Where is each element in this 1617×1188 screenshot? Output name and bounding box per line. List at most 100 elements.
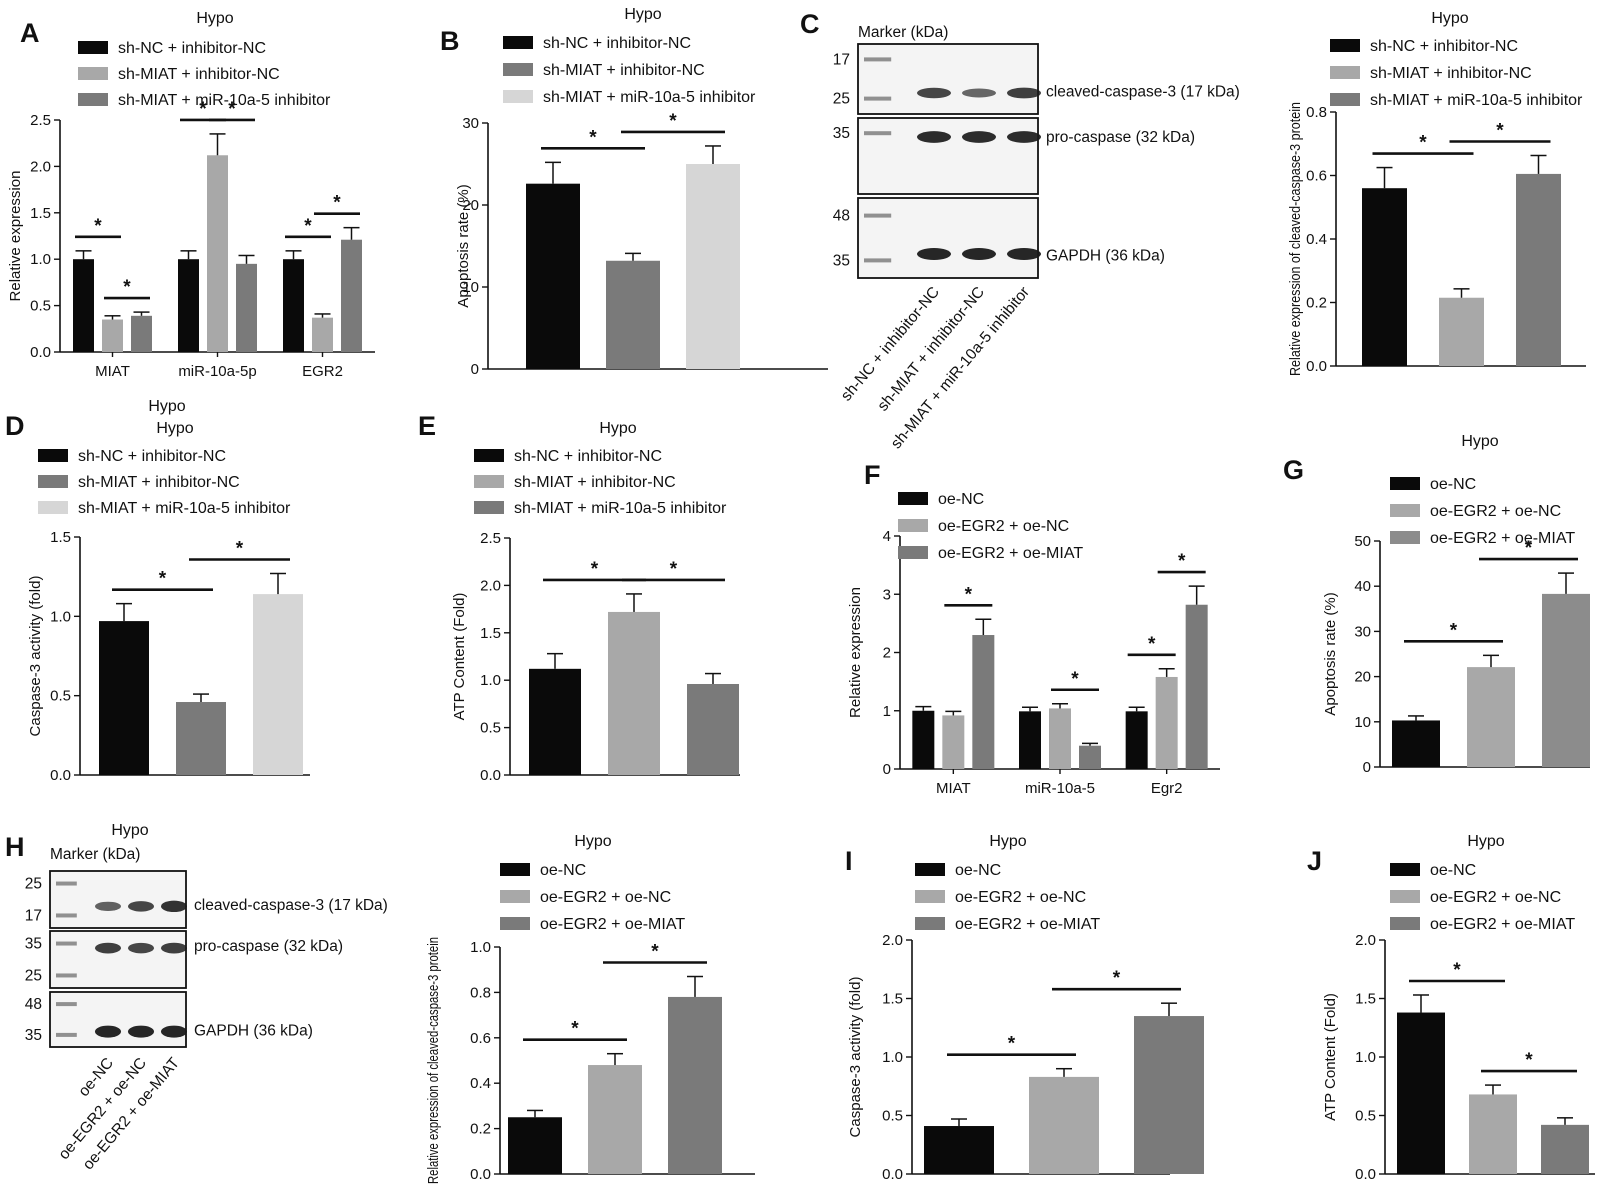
legend-entry: oe-EGR2 + oe-MIAT bbox=[1430, 916, 1575, 933]
marker-kda-label: 35 bbox=[25, 936, 42, 953]
bar bbox=[1155, 676, 1178, 769]
significance-star: * bbox=[651, 942, 659, 963]
chart-b: B Hypo 0 10 20 30 Apoptosis rate (%) sh-NC + in… bbox=[440, 6, 828, 378]
y-axis-label: Relative expression of cleaved-caspase-3… bbox=[425, 937, 442, 1184]
bar bbox=[1029, 1076, 1099, 1174]
significance-star: * bbox=[1450, 620, 1458, 641]
y-tick-label: 0.5 bbox=[50, 688, 71, 705]
chart-a: A Hypo 0.0 0.5 1.0 1.5 2.0 2.5 Relative expressi… bbox=[7, 10, 375, 380]
marker-kda-label: 25 bbox=[25, 876, 42, 893]
y-tick-label: 0.5 bbox=[480, 720, 501, 737]
chart-d: D Hypo 0.0 0.5 1.0 1.5 Caspase-3 activity (fol… bbox=[5, 411, 310, 784]
western-blot-western_H: H Hypo Marker (kDa) 25 17 cleaved-caspase-3 (… bbox=[5, 822, 388, 1173]
y-tick-label: 1.5 bbox=[50, 529, 71, 546]
blot-membrane bbox=[857, 117, 1039, 195]
chart-g: G Hypo 0 10 20 30 40 50 Apoptosis rate (%) oe-NC o… bbox=[1283, 433, 1590, 776]
marker-band bbox=[864, 258, 892, 263]
panel-label: J bbox=[1307, 846, 1322, 876]
bar bbox=[1079, 745, 1101, 769]
marker-band bbox=[56, 1032, 77, 1037]
marker-kda-label: 25 bbox=[833, 91, 850, 108]
y-tick-label: 0.2 bbox=[1306, 295, 1327, 312]
legend-entry: oe-NC bbox=[938, 491, 984, 508]
significance-star: * bbox=[1071, 669, 1079, 690]
bar bbox=[924, 1126, 994, 1174]
band-label: pro-caspase (32 kDa) bbox=[194, 938, 343, 955]
legend-entry: oe-NC bbox=[1430, 476, 1476, 493]
x-tick-label: MIAT bbox=[936, 780, 971, 797]
marker-kda-label: 35 bbox=[833, 252, 850, 269]
protein-band bbox=[1007, 87, 1041, 99]
significance-star: * bbox=[589, 127, 597, 148]
legend-entry: oe-EGR2 + oe-MIAT bbox=[540, 916, 685, 933]
marker-kda-label: 25 bbox=[25, 967, 42, 984]
significance-star: * bbox=[1113, 968, 1121, 989]
bar bbox=[1362, 188, 1407, 366]
y-tick-label: 0.0 bbox=[470, 1166, 491, 1183]
bar bbox=[686, 164, 740, 369]
panel-label: A bbox=[20, 18, 40, 48]
y-tick-label: 1.0 bbox=[882, 1049, 903, 1066]
y-tick-label: 0.0 bbox=[480, 767, 501, 784]
y-tick-label: 1.0 bbox=[50, 608, 71, 625]
y-tick-label: 50 bbox=[1354, 533, 1371, 550]
significance-star: * bbox=[236, 538, 244, 559]
y-tick-label: 0.6 bbox=[1306, 168, 1327, 185]
protein-band bbox=[161, 942, 187, 954]
y-tick-label: 1.0 bbox=[1355, 1049, 1376, 1066]
blot-membrane bbox=[49, 870, 187, 929]
y-tick-label: 0.5 bbox=[1355, 1108, 1376, 1125]
band-label: pro-caspase (32 kDa) bbox=[1046, 129, 1195, 146]
y-tick-label: 0.5 bbox=[882, 1108, 903, 1125]
marker-band bbox=[56, 941, 77, 946]
panel-label: H bbox=[5, 832, 25, 862]
blot-title: Hypo bbox=[111, 822, 148, 839]
y-tick-label: 0.8 bbox=[1306, 104, 1327, 121]
significance-star: * bbox=[965, 584, 973, 605]
bar bbox=[1134, 1016, 1204, 1174]
panel-label: G bbox=[1283, 455, 1304, 485]
y-axis-label: Relative expression bbox=[7, 171, 24, 302]
stray-label: Hypo bbox=[148, 398, 185, 415]
bar bbox=[1516, 173, 1561, 366]
y-axis-label: ATP Content (Fold) bbox=[1322, 993, 1339, 1121]
y-tick-label: 30 bbox=[1354, 623, 1371, 640]
legend-swatch bbox=[1390, 531, 1420, 544]
bar bbox=[1049, 708, 1071, 769]
bar bbox=[1467, 667, 1515, 767]
legend-swatch bbox=[38, 475, 68, 488]
legend-entry: sh-MIAT + miR-10a-5 inhibitor bbox=[514, 500, 727, 517]
panel-label: E bbox=[418, 411, 436, 441]
bar bbox=[529, 668, 581, 775]
bar bbox=[526, 183, 580, 369]
legend-swatch bbox=[38, 501, 68, 514]
legend-swatch bbox=[1390, 863, 1420, 876]
bar bbox=[972, 635, 995, 769]
legend-swatch bbox=[915, 890, 945, 903]
significance-star: * bbox=[1008, 1034, 1016, 1055]
y-tick-label: 20 bbox=[462, 197, 479, 214]
marker-title: Marker (kDa) bbox=[858, 24, 948, 41]
bar bbox=[341, 239, 362, 352]
chart-title: Hypo bbox=[156, 420, 193, 437]
legend-entry: oe-EGR2 + oe-NC bbox=[540, 889, 671, 906]
chart-h: Hypo 0.0 0.2 0.4 0.6 0.8 1.0 Relative expressio… bbox=[425, 833, 755, 1184]
protein-band bbox=[1007, 131, 1041, 143]
bar bbox=[1397, 1012, 1445, 1174]
marker-band bbox=[56, 913, 77, 918]
bar bbox=[508, 1117, 562, 1174]
protein-band bbox=[161, 1025, 187, 1038]
x-tick-label: MIAT bbox=[95, 363, 130, 380]
marker-kda-label: 35 bbox=[25, 1027, 42, 1044]
protein-band bbox=[962, 131, 996, 143]
legend-entry: oe-NC bbox=[1430, 862, 1476, 879]
panel-label: B bbox=[440, 26, 460, 56]
legend-entry: sh-MIAT + inhibitor-NC bbox=[78, 474, 240, 491]
legend-entry: sh-NC + inhibitor-NC bbox=[1370, 38, 1518, 55]
legend-entry: sh-NC + inhibitor-NC bbox=[118, 40, 266, 57]
y-axis-label: Apoptosis rate (%) bbox=[455, 184, 472, 307]
protein-band bbox=[917, 87, 951, 99]
bar bbox=[1542, 593, 1590, 767]
marker-kda-label: 35 bbox=[833, 125, 850, 142]
